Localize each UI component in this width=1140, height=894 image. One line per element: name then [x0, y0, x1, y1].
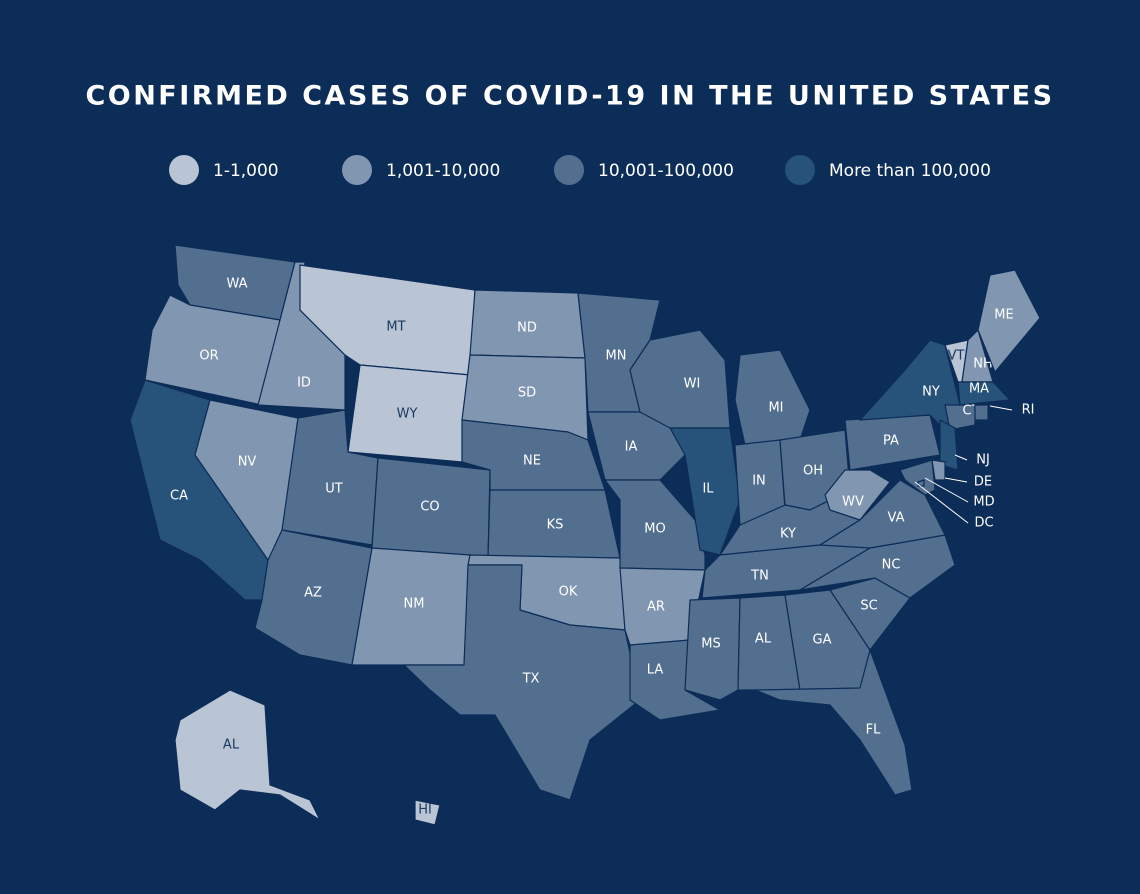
legend-label: 1,001-10,000 — [386, 161, 500, 181]
state-label: ID — [297, 376, 311, 391]
state-label: SD — [518, 386, 536, 401]
state-label: OH — [803, 464, 823, 479]
state-label: UT — [325, 482, 343, 497]
legend-label: 10,001-100,000 — [598, 161, 734, 181]
state-label: NY — [922, 385, 940, 400]
state-label: ME — [994, 308, 1013, 323]
state-label: IL — [702, 482, 714, 497]
state — [977, 269, 1041, 373]
state-label: NM — [404, 597, 425, 612]
state-label: MS — [701, 637, 720, 652]
legend-swatch — [785, 155, 815, 185]
state-label: LA — [647, 663, 664, 678]
state-label: WI — [684, 377, 701, 392]
legend-swatch — [554, 155, 584, 185]
state-label: MI — [768, 401, 783, 416]
state — [859, 339, 961, 431]
state-label: TN — [750, 569, 769, 584]
state-label: ND — [517, 321, 537, 336]
state-label: NC — [882, 558, 901, 573]
state — [824, 469, 891, 521]
state — [604, 479, 706, 571]
state-label: NV — [238, 455, 257, 470]
state — [939, 419, 959, 471]
state-label: KY — [780, 527, 796, 542]
state-label: CA — [170, 489, 188, 504]
state-label: TX — [522, 672, 540, 687]
state-label: RI — [1022, 403, 1035, 418]
state-label: MN — [606, 349, 627, 364]
state-label: GA — [813, 633, 832, 648]
leader-line — [944, 477, 968, 483]
state — [403, 564, 641, 801]
state-label: OK — [559, 585, 578, 600]
state-label: SC — [860, 599, 877, 614]
state-label: WY — [397, 407, 418, 422]
state-label: IA — [625, 440, 638, 455]
legend-swatch — [169, 155, 199, 185]
leader-line — [914, 481, 969, 524]
state-label: NH — [973, 357, 993, 372]
state — [944, 404, 976, 431]
leader-line — [989, 405, 1013, 411]
state — [754, 649, 913, 796]
state — [899, 459, 936, 496]
state-label: VA — [888, 511, 905, 526]
state-label: NE — [523, 454, 541, 469]
state-label: DC — [974, 516, 993, 531]
state-label: OR — [199, 349, 218, 364]
state — [414, 799, 441, 826]
state-label: NJ — [976, 453, 990, 468]
state-label: IN — [752, 474, 766, 489]
legend-label: More than 100,000 — [829, 161, 991, 181]
state-label: MA — [969, 382, 989, 397]
state-label: PA — [883, 434, 899, 449]
leader-line — [954, 454, 968, 461]
state — [684, 597, 741, 701]
state — [974, 404, 989, 421]
leader-line — [924, 477, 969, 503]
state-label: VT — [948, 349, 965, 364]
state-label: MD — [973, 495, 994, 510]
state-label: WA — [226, 277, 247, 292]
state — [931, 459, 946, 481]
legend-swatch — [342, 155, 372, 185]
state-label: MO — [644, 522, 665, 537]
state-label: DE — [974, 475, 992, 490]
state-label: FL — [866, 723, 881, 738]
state-label: KS — [547, 518, 564, 533]
state-label: AL — [755, 632, 772, 647]
state-label: CO — [420, 500, 439, 515]
state — [174, 689, 321, 821]
state — [957, 381, 1011, 406]
state-label: AR — [647, 600, 665, 615]
title: CONFIRMED CASES OF COVID-19 IN THE UNITE… — [85, 81, 1054, 112]
state-label: WV — [842, 495, 864, 510]
state-label: AZ — [304, 586, 322, 601]
legend-label: 1-1,000 — [213, 161, 279, 181]
state-label: AL — [223, 738, 240, 753]
state-label: HI — [418, 803, 432, 818]
state-label: MT — [386, 320, 405, 335]
